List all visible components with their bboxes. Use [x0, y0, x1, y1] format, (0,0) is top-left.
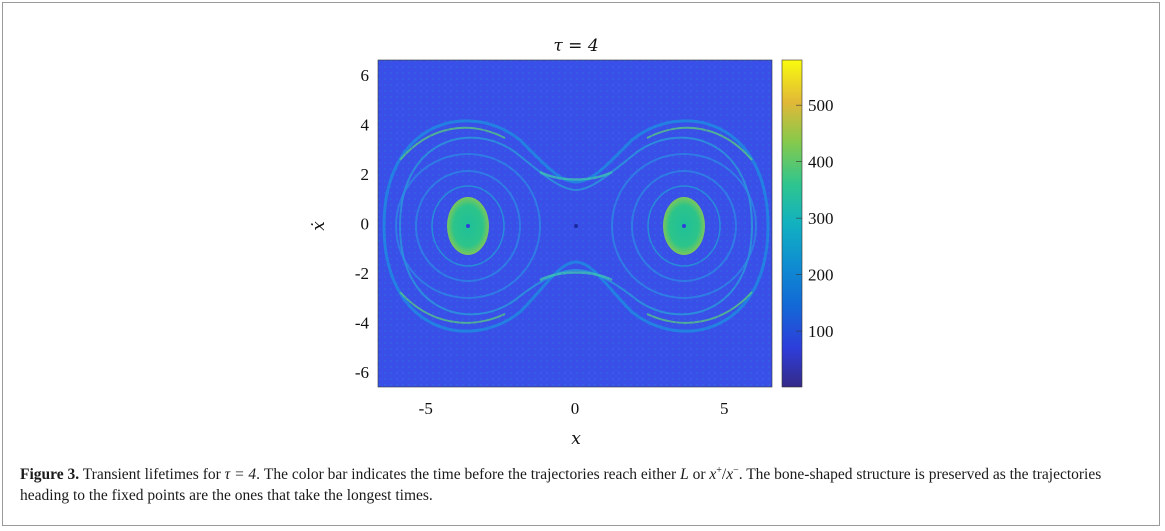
y-tick-label: 0 [361, 215, 370, 234]
right-fixed-point [682, 224, 686, 228]
y-axis-label: ẋ [309, 221, 329, 231]
x-axis-label: x [571, 429, 581, 449]
y-tick-label: -4 [355, 314, 370, 333]
speckle-overlay [378, 60, 772, 387]
caption-text-1: Transient lifetimes for [82, 466, 221, 484]
caption-text-3: . The bone-shaped structure is preserved… [20, 466, 1102, 505]
figure-caption: Figure 3. Transient lifetimes for τ = 4.… [20, 460, 1145, 506]
y-tick-label: 2 [361, 165, 370, 184]
caption-or: or [692, 466, 706, 484]
y-tick-label: -2 [355, 264, 369, 283]
caption-slash: / [721, 466, 727, 484]
caption-x-minus: x [726, 466, 734, 484]
colorbar-tick-label: 500 [808, 96, 834, 115]
saddle-point [574, 224, 578, 228]
caption-x-plus: x [709, 466, 717, 484]
caption-text-2: . The color bar indicates the time befor… [256, 466, 677, 484]
y-tick-label: -6 [355, 363, 369, 382]
colorbar-tick-label: 200 [808, 266, 834, 285]
caption-plus: + [716, 465, 722, 476]
plot-title: τ = 4 [553, 36, 598, 56]
plot-axes-box [377, 59, 773, 388]
caption-tau: τ = 4 [224, 466, 257, 484]
caption-L: L [680, 466, 689, 484]
x-tick-label: 0 [571, 399, 580, 418]
y-tick-label: 4 [361, 115, 370, 134]
colorbar-tick-label: 100 [808, 322, 834, 341]
left-fixed-point [466, 224, 470, 228]
y-axis-ticks: 6 4 2 0 -2 -4 -6 [355, 66, 370, 382]
y-tick-label: 6 [361, 66, 370, 85]
colorbar [781, 59, 803, 388]
colorbar-tick-label: 300 [808, 209, 834, 228]
x-tick-label: -5 [419, 399, 433, 418]
figure-plot: τ = 4 -5 0 5 6 4 2 0 -2 -4 -6 x ẋ [309, 36, 834, 449]
heatmap [378, 60, 772, 387]
colorbar-tick-label: 400 [808, 153, 834, 172]
x-tick-label: 5 [720, 399, 729, 418]
x-axis-ticks: -5 0 5 [419, 399, 729, 418]
caption-minus: − [733, 465, 739, 476]
caption-label: Figure 3. [20, 466, 80, 484]
colorbar-ticks: 500 400 300 200 100 [796, 96, 834, 341]
